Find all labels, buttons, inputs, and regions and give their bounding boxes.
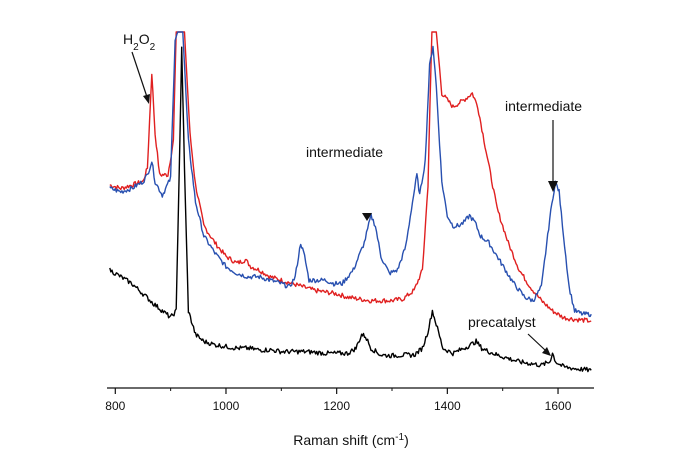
annotation-precatalyst: precatalyst	[468, 314, 536, 330]
h2o2-sub-2: 2	[150, 42, 156, 53]
intermediate-2-arrow-head	[548, 181, 558, 192]
series-line-3	[109, 46, 592, 373]
x-tick-label-800: 800	[105, 399, 125, 413]
series-line-2	[109, 31, 592, 318]
x-axis-title: Raman shift (cm-1)	[293, 432, 409, 449]
precatalyst-arrow-head	[542, 347, 551, 356]
annotation-intermediate-2: intermediate	[505, 98, 582, 114]
h2o2-arrow-line	[131, 51, 148, 98]
x-tick-label-1200: 1200	[323, 399, 350, 413]
precatalyst-arrow-line	[527, 333, 546, 351]
annotation-layer: H2O2 intermediate intermediate precataly…	[123, 31, 582, 356]
annotation-h2o2: H2O2	[123, 31, 156, 53]
series-layer	[109, 31, 592, 373]
h2o2-h: H	[123, 31, 133, 47]
x-axis-title-close: )	[404, 432, 409, 448]
h2o2-o: O	[139, 31, 150, 47]
intermediate-1-arrow-head	[362, 213, 372, 221]
x-tick-label-1600: 1600	[545, 399, 572, 413]
h2o2-sub-1: 2	[133, 42, 139, 53]
x-axis-title-main: Raman shift (cm	[293, 432, 395, 448]
x-ticks: 800 1000 1200 1400 1600	[105, 388, 572, 413]
x-tick-label-1000: 1000	[213, 399, 240, 413]
series-line-1	[109, 31, 592, 323]
h2o2-arrow-head	[143, 94, 150, 104]
x-tick-label-1400: 1400	[434, 399, 461, 413]
x-axis-title-sup: -1	[395, 432, 404, 443]
annotation-intermediate-1: intermediate	[306, 144, 383, 160]
